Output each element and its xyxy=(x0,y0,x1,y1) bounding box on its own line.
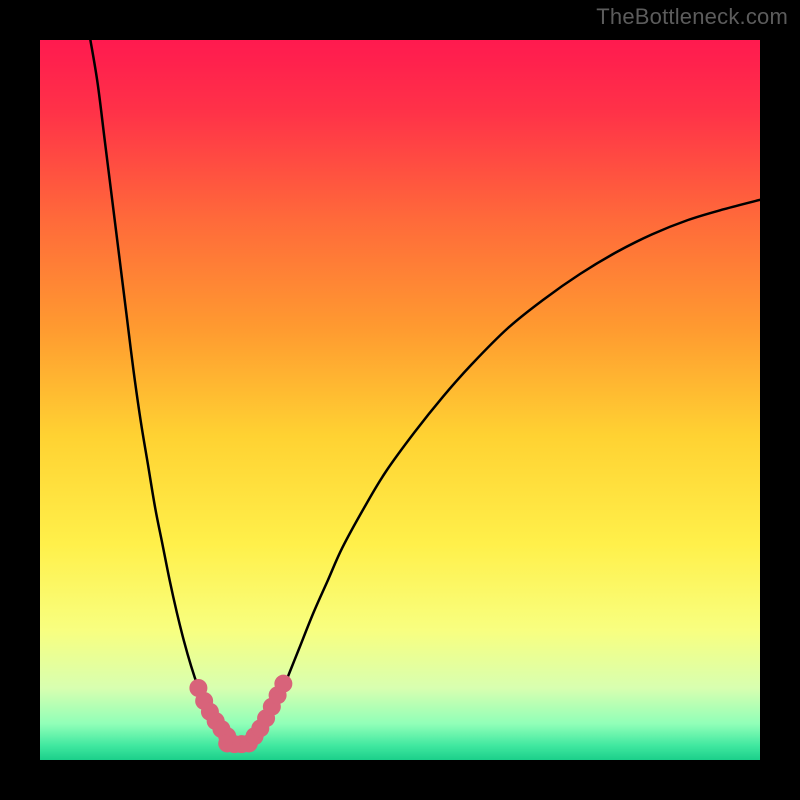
chart-frame: TheBottleneck.com xyxy=(0,0,800,800)
plot-area xyxy=(40,40,760,760)
bottleneck-curve-chart xyxy=(40,40,760,760)
highlight-dot xyxy=(274,675,292,693)
gradient-background xyxy=(40,40,760,760)
watermark-text: TheBottleneck.com xyxy=(596,4,788,30)
